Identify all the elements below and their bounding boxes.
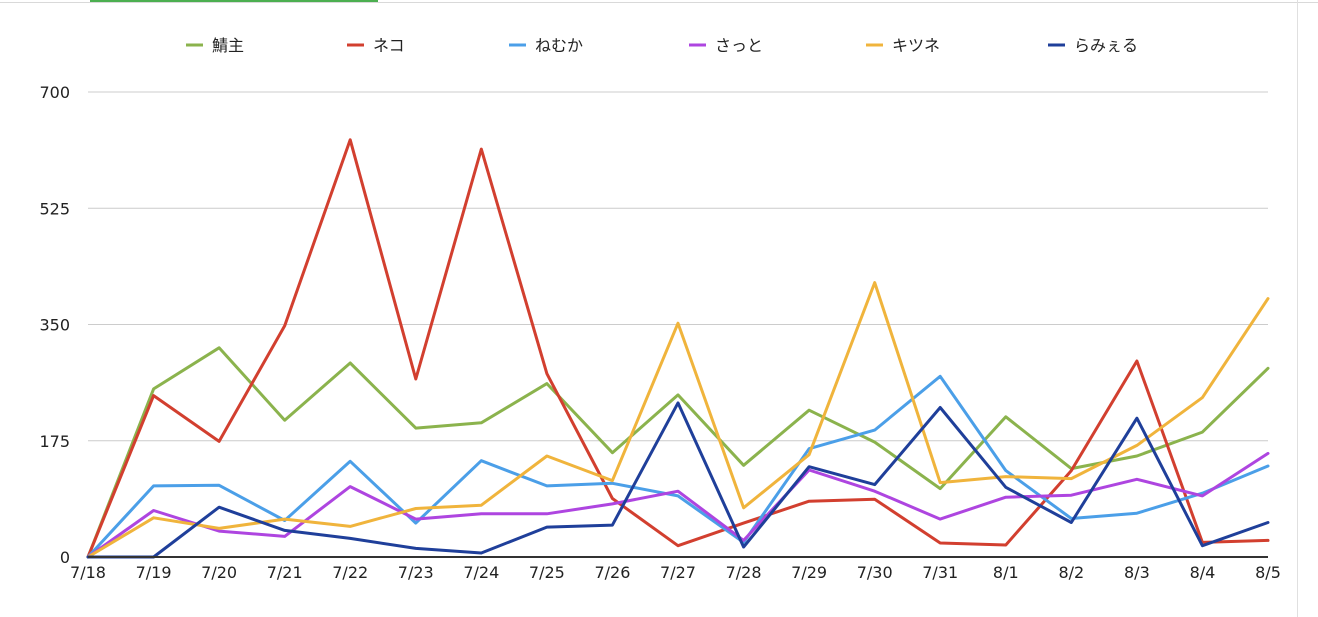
series-line [86,346,1270,559]
x-tick-label: 7/26 [594,563,630,582]
legend-label: らみぇる [1074,36,1138,55]
x-tick-label: 8/5 [1255,563,1281,582]
x-tick-label: 8/3 [1124,563,1150,582]
x-tick-label: 7/24 [463,563,499,582]
legend-label: さっと [715,36,763,55]
legend-label: 鯖主 [212,36,244,55]
x-tick-label: 7/31 [922,563,958,582]
x-tick-label: 7/25 [529,563,565,582]
x-tick-label: 7/21 [267,563,303,582]
legend-item: 鯖主 [186,36,244,55]
series-line [86,138,1270,559]
y-tick-label: 0 [60,548,70,567]
x-tick-label: 8/4 [1190,563,1216,582]
legend-item: ネコ [347,36,405,55]
top-accent-bar [90,0,378,3]
x-tick-label: 7/22 [332,563,368,582]
y-tick-label: 700 [39,83,70,102]
legend-item: さっと [689,36,763,55]
y-tick-label: 175 [39,432,70,451]
series-line [86,281,1270,559]
x-tick-label: 7/29 [791,563,827,582]
series-line [86,401,1270,559]
x-tick-label: 7/23 [398,563,434,582]
y-tick-label: 350 [39,316,70,335]
legend: 鯖主 ネコ ねむか さっと キツネ らみぇる [186,36,1138,55]
x-tick-label: 7/18 [70,563,106,582]
x-tick-label: 7/28 [726,563,762,582]
legend-item: ねむか [509,36,583,55]
series-lines [86,138,1270,559]
y-tick-label: 525 [39,199,70,218]
legend-item: キツネ [866,36,940,55]
legend-item: らみぇる [1048,36,1138,55]
y-axis-tick-labels: 0 175 350 525 700 [39,83,70,567]
x-tick-label: 7/27 [660,563,696,582]
top-rule [0,0,1318,3]
legend-label: ネコ [373,36,405,55]
x-tick-label: 7/19 [136,563,172,582]
x-tick-label: 7/30 [857,563,893,582]
gridlines [88,91,1268,442]
top-divider [0,2,1318,3]
legend-label: ねむか [535,36,583,55]
right-edge-divider [1297,0,1298,617]
legend-label: キツネ [892,36,940,55]
x-tick-label: 7/20 [201,563,237,582]
series-line [86,451,1270,559]
x-axis-tick-labels: 7/18 7/19 7/20 7/21 7/22 7/23 7/24 7/25 7/26 7/27… [70,563,1281,582]
x-tick-label: 8/2 [1058,563,1084,582]
x-tick-label: 8/1 [993,563,1019,582]
